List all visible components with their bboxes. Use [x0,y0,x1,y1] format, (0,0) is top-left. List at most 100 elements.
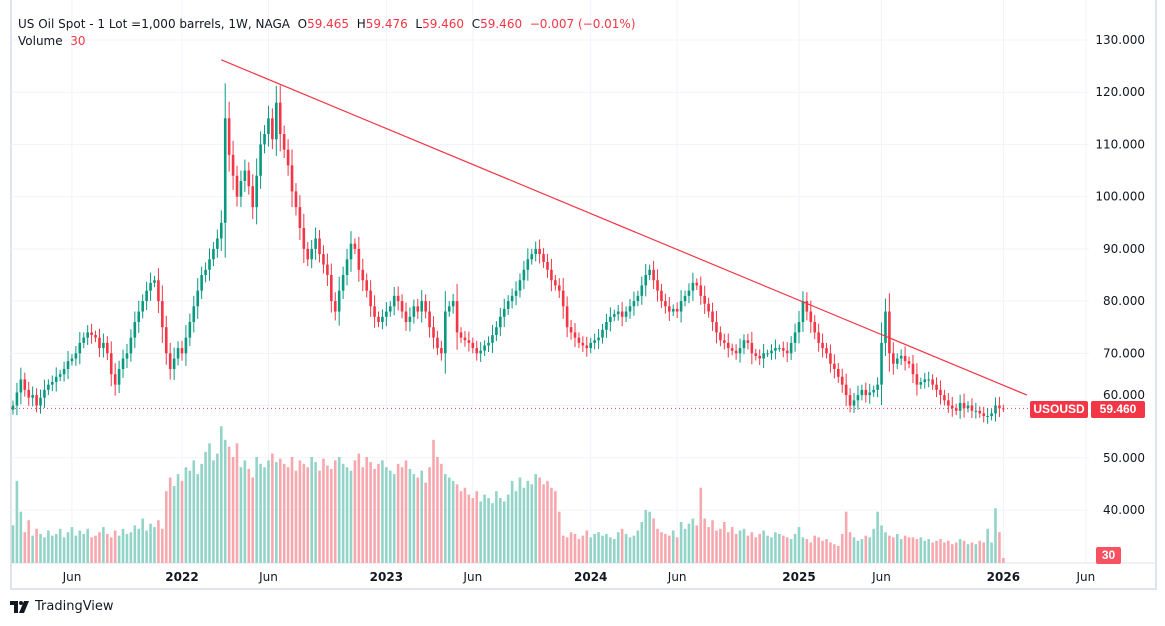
candle-body [601,329,604,338]
volume-bar [833,544,836,563]
candle [196,278,200,319]
volume-bar [821,540,824,563]
candle [852,393,856,413]
candle [278,85,282,152]
volume-bar [652,518,655,563]
volume-bar [47,530,50,563]
candle [129,329,133,362]
volume-bar [365,456,368,563]
volume-bar [463,487,467,563]
time-axis-label: Jun [258,570,278,584]
candle-body [797,321,801,333]
volume-label[interactable]: Volume [18,34,63,48]
candle-body [954,408,958,411]
volume-bar [263,467,266,563]
candle [400,294,404,319]
candle-body [895,358,899,364]
candle-body [432,327,435,338]
candle-body [876,384,879,390]
volume-bar [872,528,875,563]
volume-bar [868,537,872,563]
candle [569,319,573,340]
candle-body [106,342,109,354]
candle-body [455,301,459,333]
candle-body [121,358,125,369]
volume-bar [499,498,502,563]
candle-body [153,280,156,283]
volume-bar [353,460,357,563]
candle [58,369,62,382]
candle-body [880,342,883,385]
candle-body [754,353,758,356]
volume-bar [109,537,113,563]
candle [825,342,828,359]
candle [546,253,549,278]
candle [876,377,879,398]
candle [27,381,31,406]
candle-body [133,321,137,338]
brand-name: TradingView [35,599,114,614]
candle [974,402,978,419]
candle [884,298,887,356]
candle [805,292,809,321]
volume-bar [396,463,400,563]
candle [353,238,357,255]
candle [247,162,251,195]
candle-body [62,368,66,375]
candle-body [569,327,573,333]
volume-bar [35,528,38,563]
candle [923,372,927,389]
volume-bar [597,532,600,563]
volume-bar [766,535,769,563]
volume-bar [432,439,435,563]
candle-body [275,102,278,140]
volume-bar [385,467,388,563]
candle-body [817,332,820,343]
candle-body [770,350,773,354]
volume-bar [774,532,777,563]
symbol-title[interactable]: US Oil Spot - 1 Lot =1,000 barrels, 1W, … [18,17,290,31]
volume-bar [255,456,258,563]
candle [385,302,388,327]
candle [557,278,561,298]
volume-bar [770,537,773,563]
price-axis-label: 130.000 [1095,33,1145,47]
candle [616,305,620,321]
candle-body [286,149,290,166]
candle [919,377,923,390]
candle [471,337,475,354]
candle [892,342,895,375]
candle-body [416,306,420,312]
candle-body [620,311,624,317]
volume-bar [884,532,887,563]
tradingview-brand[interactable]: TradingView [10,599,114,614]
candle [864,382,868,403]
candle-body [939,389,942,396]
candle [345,248,349,286]
candle [837,362,840,383]
candle-body [192,306,196,322]
candle [141,294,144,319]
volume-bar [840,533,844,563]
candle-body [420,301,424,312]
candle-body [502,308,506,317]
volume-bar [738,530,742,563]
volume-bar [954,542,958,563]
candle-body [216,238,219,249]
volume-bar [66,532,70,563]
candle-body [239,180,243,197]
volume-bar [184,467,188,563]
candle-body [589,342,593,349]
candle [632,291,636,316]
candle [597,329,600,349]
candle-body [707,303,710,312]
candle-body [974,410,978,412]
candle [750,331,754,365]
candle [585,336,589,357]
candle [451,293,455,314]
volume-bar [27,520,31,563]
volume-bar [817,537,820,563]
volume-bar [726,532,730,563]
candle-body [58,374,62,377]
